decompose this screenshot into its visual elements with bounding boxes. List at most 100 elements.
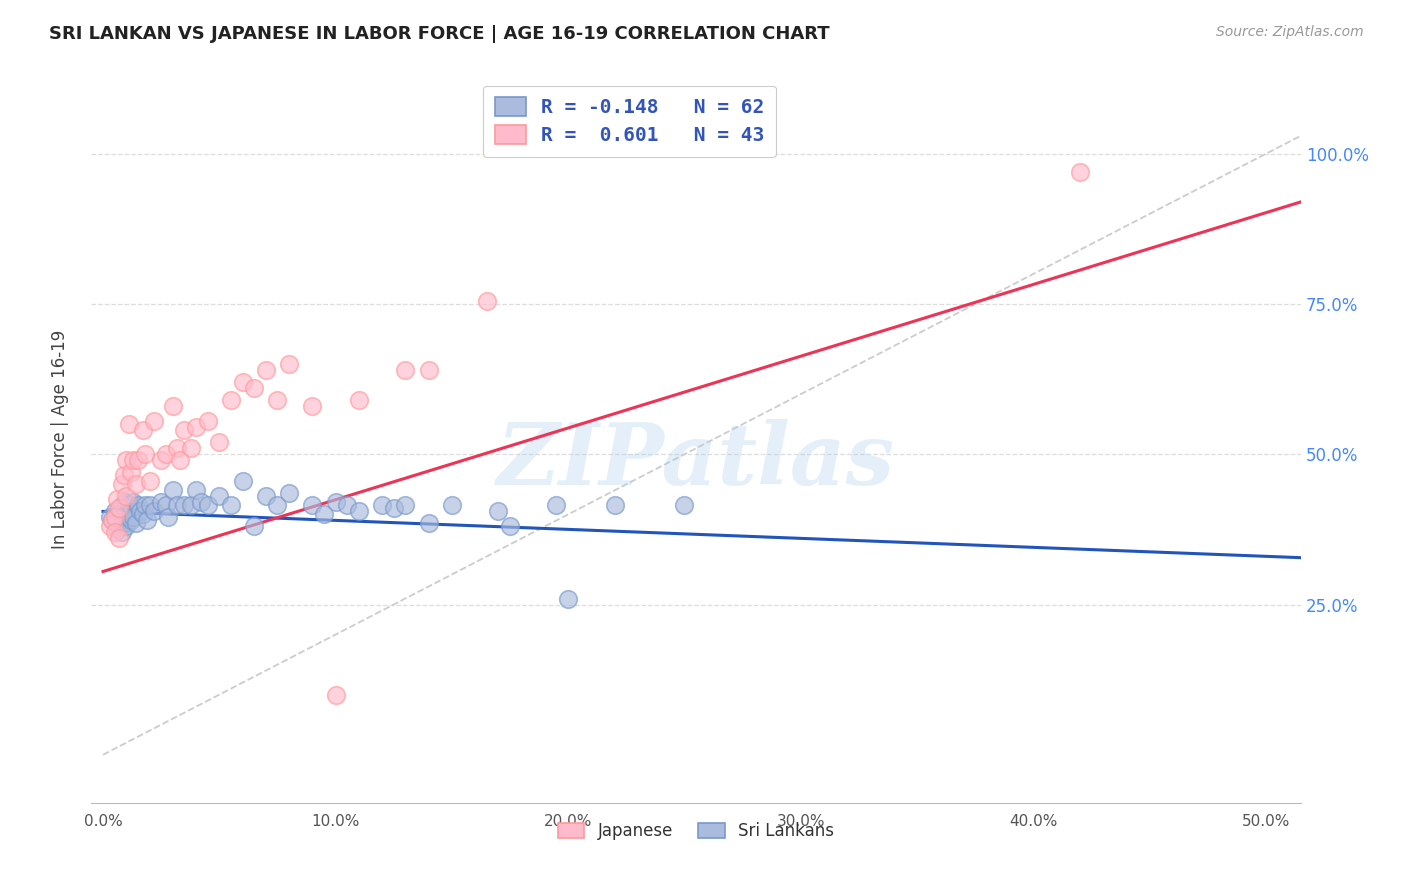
Point xyxy=(111,499,132,513)
Point xyxy=(117,510,139,524)
Point xyxy=(166,442,188,456)
Point xyxy=(173,423,195,437)
Point xyxy=(184,420,207,434)
Point xyxy=(108,508,131,522)
Point xyxy=(122,495,145,509)
Point xyxy=(105,492,128,507)
Point xyxy=(115,489,138,503)
Point xyxy=(254,489,277,503)
Point xyxy=(115,508,138,522)
Point xyxy=(243,381,266,395)
Point xyxy=(440,499,463,513)
Point xyxy=(312,508,335,522)
Point xyxy=(155,447,177,461)
Point xyxy=(347,504,370,518)
Point xyxy=(124,477,146,491)
Point xyxy=(101,513,124,527)
Point xyxy=(134,499,156,513)
Point xyxy=(120,513,142,527)
Point xyxy=(111,510,132,524)
Point xyxy=(325,688,347,702)
Point xyxy=(180,499,202,513)
Point xyxy=(108,532,131,546)
Point xyxy=(184,483,207,498)
Point xyxy=(111,525,132,540)
Point xyxy=(122,453,145,467)
Point xyxy=(231,475,253,489)
Point xyxy=(266,499,288,513)
Point xyxy=(382,501,405,516)
Point xyxy=(173,499,195,513)
Point xyxy=(418,516,440,531)
Point xyxy=(98,510,121,524)
Point xyxy=(129,504,152,518)
Point xyxy=(104,510,127,524)
Point xyxy=(115,453,138,467)
Point xyxy=(162,483,184,498)
Point xyxy=(101,513,124,527)
Point xyxy=(208,435,231,450)
Point xyxy=(117,499,139,513)
Point xyxy=(111,477,132,491)
Point xyxy=(162,399,184,413)
Point xyxy=(243,519,266,533)
Point xyxy=(98,519,121,533)
Point xyxy=(127,453,149,467)
Point xyxy=(673,499,696,513)
Point xyxy=(301,399,323,413)
Text: Source: ZipAtlas.com: Source: ZipAtlas.com xyxy=(1216,25,1364,39)
Point xyxy=(1069,165,1091,179)
Legend: Japanese, Sri Lankans: Japanese, Sri Lankans xyxy=(551,815,841,847)
Point xyxy=(166,499,188,513)
Point xyxy=(143,504,166,518)
Point xyxy=(104,525,127,540)
Point xyxy=(475,294,498,309)
Point xyxy=(120,466,142,480)
Point xyxy=(108,519,131,533)
Point xyxy=(124,516,146,531)
Point xyxy=(231,376,253,390)
Point xyxy=(112,468,135,483)
Point xyxy=(301,499,323,513)
Point xyxy=(117,417,139,432)
Point xyxy=(499,519,522,533)
Point xyxy=(120,499,142,513)
Point xyxy=(104,504,127,518)
Point xyxy=(131,508,153,522)
Point xyxy=(112,516,135,531)
Point xyxy=(134,447,156,461)
Point xyxy=(131,423,153,437)
Point xyxy=(371,499,394,513)
Point xyxy=(180,442,202,456)
Point xyxy=(394,363,416,377)
Point xyxy=(122,510,145,524)
Y-axis label: In Labor Force | Age 16-19: In Labor Force | Age 16-19 xyxy=(51,330,69,549)
Point xyxy=(157,510,180,524)
Point xyxy=(127,499,149,513)
Point xyxy=(347,393,370,408)
Point xyxy=(150,495,173,509)
Point xyxy=(208,489,231,503)
Point xyxy=(254,363,277,377)
Point xyxy=(603,499,626,513)
Point xyxy=(115,495,138,509)
Point xyxy=(219,499,242,513)
Point xyxy=(143,414,166,428)
Point xyxy=(169,453,191,467)
Point xyxy=(104,516,127,531)
Text: ZIPatlas: ZIPatlas xyxy=(496,419,896,503)
Point xyxy=(108,501,131,516)
Point xyxy=(112,504,135,518)
Point xyxy=(486,504,509,518)
Text: SRI LANKAN VS JAPANESE IN LABOR FORCE | AGE 16-19 CORRELATION CHART: SRI LANKAN VS JAPANESE IN LABOR FORCE | … xyxy=(49,25,830,43)
Point xyxy=(197,414,219,428)
Point xyxy=(150,453,173,467)
Point xyxy=(105,523,128,537)
Point xyxy=(197,499,219,513)
Point xyxy=(219,393,242,408)
Point xyxy=(278,486,301,500)
Point xyxy=(325,495,347,509)
Point xyxy=(394,499,416,513)
Point xyxy=(546,499,568,513)
Point xyxy=(336,499,359,513)
